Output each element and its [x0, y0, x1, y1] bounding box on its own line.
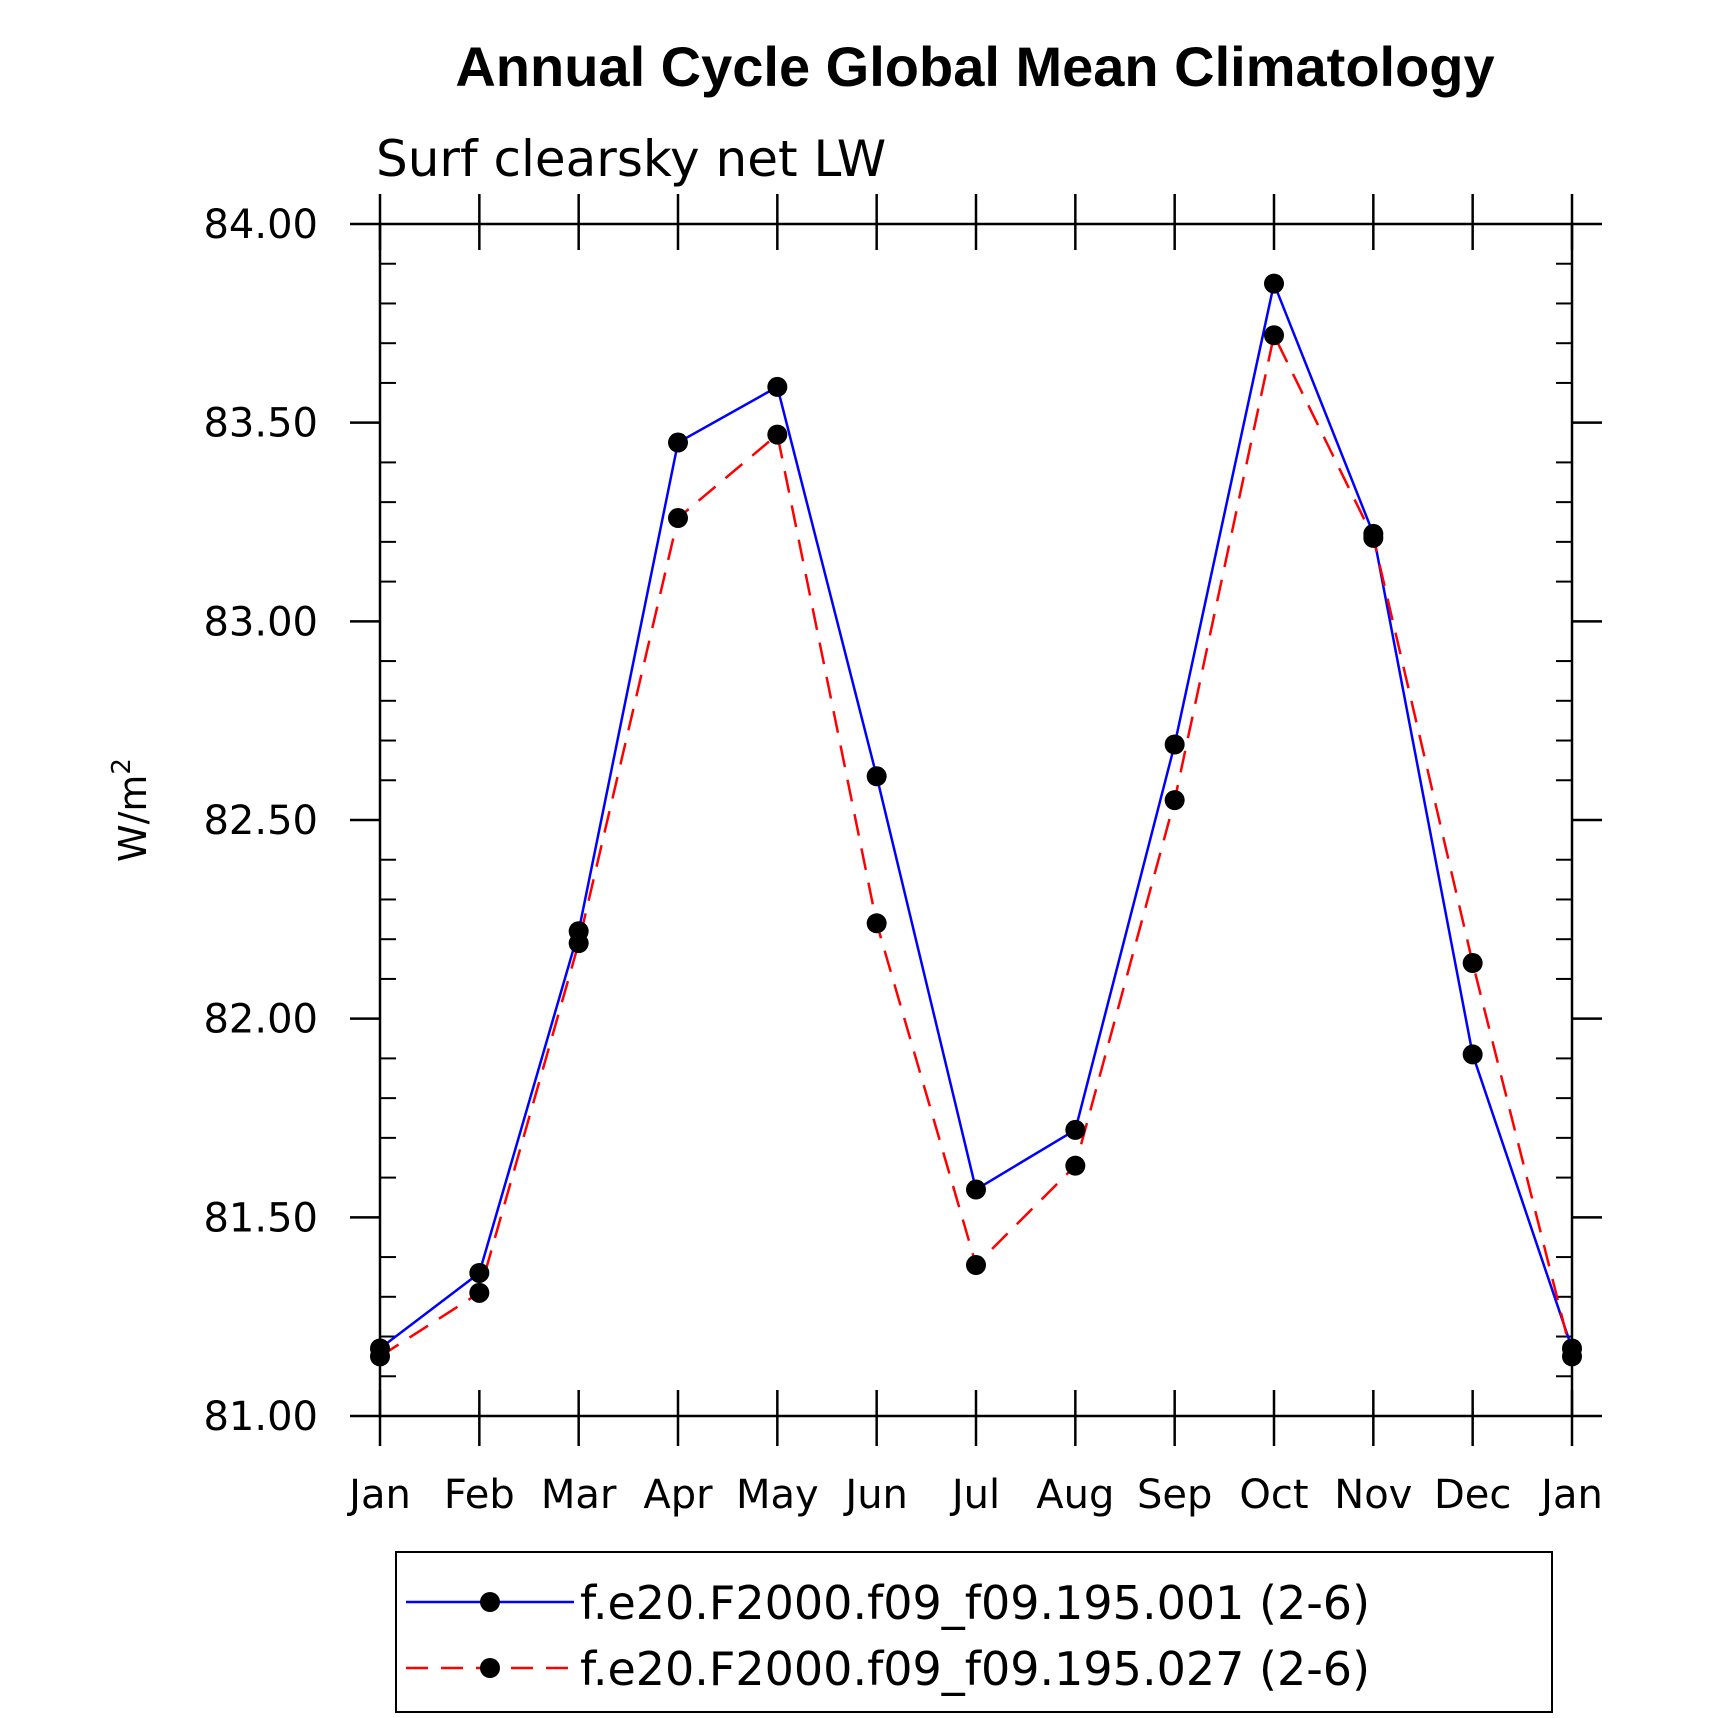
- y-tick-label: 81.00: [203, 1394, 318, 1440]
- y-axis-label: W/m2: [107, 758, 155, 862]
- series-2-point: [1562, 1346, 1582, 1367]
- x-axis: Jan Feb Mar Apr May Jun Jul Aug Sep Oct Nov Dec Jan: [346, 194, 1603, 1518]
- legend-entries: f.e20.F2000.f09_f09.195.001 (2-6) f.e20.F…: [406, 1576, 1370, 1696]
- series-1-point: [767, 376, 788, 397]
- minor-ticks: [380, 262, 1572, 1378]
- series-1-point: [1264, 273, 1284, 294]
- y-tick-label: 83.00: [203, 599, 318, 645]
- series-1-point: [1065, 1119, 1086, 1140]
- plot-frame: [378, 222, 1574, 1418]
- x-tick-label: Oct: [1239, 1472, 1308, 1518]
- y-tick-label: 82.50: [203, 798, 318, 844]
- series-2-point: [767, 424, 788, 445]
- legend: f.e20.F2000.f09_f09.195.001 (2-6) f.e20.F…: [395, 1551, 1553, 1713]
- x-tick-label: Sep: [1137, 1472, 1212, 1518]
- x-tick-label: Mar: [541, 1472, 617, 1518]
- y-tick-label: 83.50: [203, 401, 318, 447]
- x-tick-label: Apr: [643, 1472, 713, 1518]
- series-2-point: [1462, 953, 1483, 974]
- x-tick-label: Jul: [949, 1472, 1000, 1518]
- y-axis-label-sup: 2: [107, 758, 137, 775]
- y-axis: 81.00 81.50 82.00 82.50 83.00 83.50 84.00: [203, 202, 1602, 1440]
- chart-title: Annual Cycle Global Mean Climatology: [455, 35, 1494, 98]
- legend-marker-1: [480, 1592, 500, 1612]
- x-tick-label: Feb: [444, 1472, 515, 1518]
- series-line-2: [379, 331, 1574, 1358]
- chart-subtitle: Surf clearsky net LW: [376, 130, 886, 188]
- x-tick-label: Jun: [842, 1472, 908, 1518]
- series-2-point: [568, 933, 589, 954]
- y-tick-label: 84.00: [203, 202, 318, 248]
- y-axis-label-base: W/m: [111, 775, 155, 862]
- y-tick-label: 81.50: [203, 1195, 318, 1241]
- series-1-point: [1164, 734, 1185, 755]
- x-tick-label: Jan: [346, 1472, 411, 1518]
- x-tick-label: Jan: [1538, 1472, 1603, 1518]
- series-1-point: [866, 766, 887, 787]
- x-tick-label: Nov: [1334, 1472, 1412, 1518]
- series-2-point: [1264, 325, 1284, 346]
- series-2-point: [469, 1282, 490, 1303]
- x-tick-label: Dec: [1434, 1472, 1511, 1518]
- legend-box: [395, 1551, 1553, 1713]
- series-1-point: [469, 1262, 490, 1283]
- series-2-point: [1065, 1155, 1086, 1176]
- series-2-point: [866, 913, 887, 934]
- series-2-point: [370, 1346, 390, 1367]
- series-2-point: [668, 508, 688, 529]
- series-1-point: [1462, 1044, 1483, 1065]
- series-2-point: [1363, 527, 1384, 548]
- series-layer: [370, 273, 1582, 1367]
- legend-label-1: f.e20.F2000.f09_f09.195.001 (2-6): [580, 1576, 1370, 1630]
- legend-marker-2: [480, 1658, 500, 1678]
- y-tick-label: 82.00: [203, 997, 318, 1043]
- x-tick-label: Aug: [1036, 1472, 1114, 1518]
- series-2-point: [1164, 790, 1185, 811]
- series-2-point: [966, 1255, 986, 1276]
- x-tick-label: May: [736, 1472, 819, 1518]
- series-1-point: [668, 432, 688, 453]
- legend-label-2: f.e20.F2000.f09_f09.195.027 (2-6): [580, 1642, 1370, 1696]
- series-1-point: [966, 1179, 986, 1200]
